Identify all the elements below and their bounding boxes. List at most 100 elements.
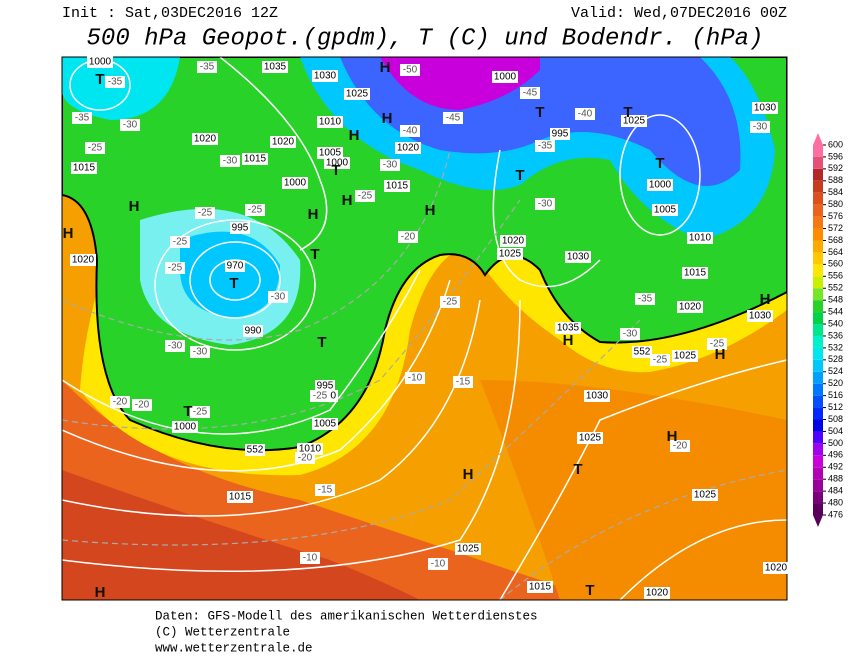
colorbar-segment	[813, 503, 823, 515]
label-box	[428, 558, 448, 570]
pressure-center: T	[535, 104, 544, 121]
label-box	[535, 140, 555, 152]
isobar-label: 1000	[649, 180, 672, 191]
label-box	[620, 328, 640, 340]
label-box	[245, 204, 265, 216]
pressure-center: H	[760, 291, 771, 308]
label-box	[344, 88, 370, 100]
valid-time: Valid: Wed,07DEC2016 00Z	[571, 5, 787, 22]
colorbar-label: 516	[828, 390, 843, 400]
temperature-label: -40	[578, 109, 593, 120]
colorbar-label: 540	[828, 318, 843, 328]
label-box	[197, 61, 217, 73]
map	[62, 57, 787, 600]
temperature-label: -25	[168, 263, 183, 274]
colorbar-label: 492	[828, 462, 843, 472]
colorbar-label: 548	[828, 295, 843, 305]
colorbar-label: 576	[828, 211, 843, 221]
colorbar-label: 476	[828, 509, 843, 519]
colorbar-segment	[813, 240, 823, 253]
colorbar-segment	[813, 407, 823, 420]
map-frame	[61, 56, 788, 601]
isotherms	[62, 149, 787, 600]
colorbar-label: 532	[828, 342, 843, 352]
isobar-label: 1020	[397, 143, 420, 154]
colorbar-segment	[813, 180, 823, 193]
isobar-label: 1015	[386, 181, 409, 192]
colorbar-segment	[813, 383, 823, 396]
label-box	[165, 262, 185, 274]
temperature-label: -10	[431, 559, 446, 570]
colorbar-label: 556	[828, 271, 843, 281]
label-box	[227, 491, 253, 503]
temperature-label: -20	[113, 397, 128, 408]
isobar-label: 1000	[326, 158, 349, 169]
isobar-label: 1015	[244, 154, 267, 165]
pressure-center: H	[715, 346, 726, 363]
colorbar-label: 544	[828, 306, 843, 316]
temperature-label: -45	[446, 113, 461, 124]
map-title: 500 hPa Geopot.(gpdm), T (C) und Bodendr…	[87, 25, 764, 52]
colorbar-label: 500	[828, 438, 843, 448]
isobar-label: 1030	[314, 71, 337, 82]
label-box	[317, 116, 343, 128]
label-box	[245, 444, 265, 456]
temperature-label: -15	[456, 377, 471, 388]
pressure-center: T	[229, 275, 238, 292]
isobar-label: 1015	[73, 163, 96, 174]
temperature-label: -20	[401, 232, 416, 243]
label-box	[763, 562, 789, 574]
colorbar-label: 524	[828, 366, 843, 376]
isobar-label: 1035	[557, 323, 580, 334]
colorbar-segment	[813, 252, 823, 265]
temperature-label: -30	[271, 292, 286, 303]
colorbar-segment	[813, 156, 823, 169]
temperature-label: -25	[710, 339, 725, 350]
colorbar-label: 564	[828, 247, 843, 257]
temperature-label: -25	[358, 191, 373, 202]
pressure-center: T	[573, 461, 582, 478]
colorbar-label: 536	[828, 330, 843, 340]
temperature-label: -30	[193, 347, 208, 358]
label-box	[380, 159, 400, 171]
label-box	[242, 153, 268, 165]
label-box	[192, 133, 218, 145]
label-box	[315, 380, 335, 392]
label-box	[621, 115, 647, 127]
pressure-center: H	[425, 202, 436, 219]
isobar-label: 995	[232, 223, 249, 234]
label-box	[577, 432, 603, 444]
colorbar-segment	[813, 168, 823, 181]
label-box	[707, 338, 727, 350]
colorbar-segment	[813, 443, 823, 456]
temperature-label: -10	[303, 553, 318, 564]
label-box	[355, 190, 375, 202]
colorbar-segment	[813, 359, 823, 372]
temperature-label: -35	[108, 77, 123, 88]
label-box	[312, 418, 338, 430]
label-box	[584, 390, 610, 402]
pressure-center: H	[563, 332, 574, 349]
label-box	[747, 310, 773, 322]
label-box	[295, 452, 315, 464]
colorbar-segment	[813, 192, 823, 205]
colorbar-label: 560	[828, 259, 843, 269]
temperature-label: -40	[403, 126, 418, 137]
pressure-center: T	[310, 246, 319, 263]
colorbar-segment	[813, 491, 823, 504]
temperature-label: -15	[318, 485, 333, 496]
temperature-label: -25	[443, 297, 458, 308]
label-box	[165, 340, 185, 352]
isobar-label: 1025	[579, 433, 602, 444]
temperature-label: -25	[313, 391, 328, 402]
temperature-label: -30	[753, 122, 768, 133]
label-box	[687, 232, 713, 244]
colorbar-segment	[813, 419, 823, 432]
pressure-center: T	[655, 155, 664, 172]
pressure-center: H	[380, 59, 391, 76]
label-box	[70, 254, 96, 266]
pressure-center: T	[515, 167, 524, 184]
pressure-center: H	[382, 110, 393, 127]
